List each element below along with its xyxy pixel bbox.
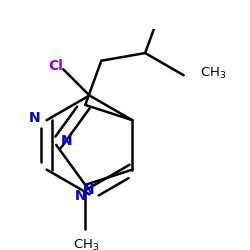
Text: CH$_3$: CH$_3$: [149, 0, 175, 2]
Text: Cl: Cl: [48, 59, 63, 73]
Text: CH$_3$: CH$_3$: [73, 238, 99, 250]
Text: CH$_3$: CH$_3$: [200, 66, 226, 81]
Text: N: N: [74, 189, 86, 203]
Text: N: N: [83, 182, 95, 196]
Text: N: N: [29, 111, 41, 125]
Text: N: N: [61, 134, 73, 148]
